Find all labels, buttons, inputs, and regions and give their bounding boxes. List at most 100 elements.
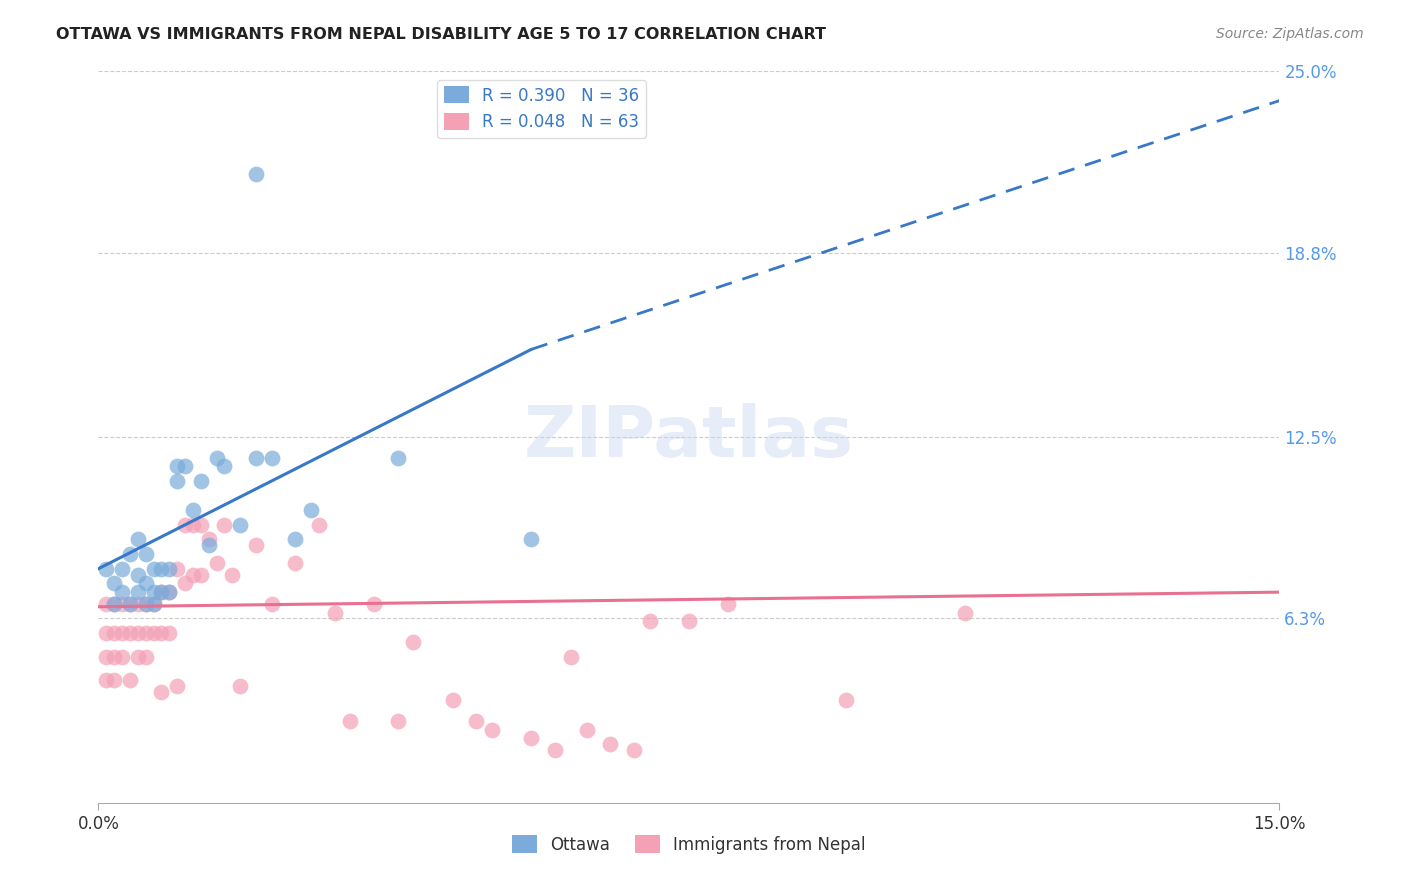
Point xyxy=(150,684,173,698)
Point xyxy=(135,576,157,591)
Point xyxy=(245,538,267,552)
Point xyxy=(135,597,157,611)
Point xyxy=(245,167,267,181)
Point xyxy=(135,649,157,664)
Point xyxy=(181,517,204,532)
Point xyxy=(520,533,543,547)
Point xyxy=(166,679,188,693)
Point xyxy=(363,597,385,611)
Point xyxy=(284,556,307,570)
Point xyxy=(299,503,322,517)
Point xyxy=(157,585,180,599)
Point xyxy=(103,576,125,591)
Point xyxy=(190,474,212,488)
Point xyxy=(150,585,173,599)
Point xyxy=(623,743,645,757)
Point xyxy=(103,626,125,640)
Point xyxy=(142,626,165,640)
Point xyxy=(118,597,141,611)
Point xyxy=(465,714,488,728)
Point xyxy=(229,517,252,532)
Point xyxy=(205,556,228,570)
Point xyxy=(174,517,197,532)
Point xyxy=(103,649,125,664)
Point xyxy=(150,626,173,640)
Point xyxy=(197,533,219,547)
Point xyxy=(118,673,141,687)
Point xyxy=(111,626,134,640)
Point xyxy=(197,538,219,552)
Point xyxy=(638,615,661,629)
Legend: Ottawa, Immigrants from Nepal: Ottawa, Immigrants from Nepal xyxy=(505,829,873,860)
Point xyxy=(174,459,197,474)
Point xyxy=(118,547,141,561)
Point xyxy=(190,517,212,532)
Point xyxy=(142,585,165,599)
Point xyxy=(96,562,118,576)
Point xyxy=(181,503,204,517)
Point xyxy=(221,567,243,582)
Point xyxy=(174,576,197,591)
Point xyxy=(214,459,236,474)
Point xyxy=(575,723,598,737)
Point xyxy=(142,597,165,611)
Text: Source: ZipAtlas.com: Source: ZipAtlas.com xyxy=(1216,27,1364,41)
Point xyxy=(599,737,621,751)
Point xyxy=(96,673,118,687)
Point xyxy=(323,606,346,620)
Point xyxy=(166,459,188,474)
Point xyxy=(118,597,141,611)
Text: ZIPatlas: ZIPatlas xyxy=(524,402,853,472)
Point xyxy=(835,693,858,707)
Point xyxy=(245,450,267,465)
Point xyxy=(560,649,582,664)
Point xyxy=(111,649,134,664)
Point xyxy=(260,450,283,465)
Point xyxy=(127,649,149,664)
Point xyxy=(135,547,157,561)
Point xyxy=(127,533,149,547)
Point xyxy=(284,533,307,547)
Point xyxy=(118,626,141,640)
Point xyxy=(142,597,165,611)
Point xyxy=(103,673,125,687)
Point xyxy=(96,626,118,640)
Point xyxy=(96,649,118,664)
Point xyxy=(717,597,740,611)
Point xyxy=(166,562,188,576)
Point xyxy=(481,723,503,737)
Point xyxy=(135,626,157,640)
Point xyxy=(520,731,543,746)
Point xyxy=(181,567,204,582)
Point xyxy=(127,626,149,640)
Text: OTTAWA VS IMMIGRANTS FROM NEPAL DISABILITY AGE 5 TO 17 CORRELATION CHART: OTTAWA VS IMMIGRANTS FROM NEPAL DISABILI… xyxy=(56,27,827,42)
Point xyxy=(127,597,149,611)
Point xyxy=(157,626,180,640)
Point xyxy=(135,597,157,611)
Point xyxy=(127,567,149,582)
Point xyxy=(111,585,134,599)
Point xyxy=(387,714,409,728)
Point xyxy=(190,567,212,582)
Point xyxy=(150,585,173,599)
Point xyxy=(402,635,425,649)
Point xyxy=(103,597,125,611)
Point xyxy=(441,693,464,707)
Point xyxy=(157,562,180,576)
Point xyxy=(678,615,700,629)
Point xyxy=(387,450,409,465)
Point xyxy=(150,562,173,576)
Point xyxy=(127,585,149,599)
Point xyxy=(142,562,165,576)
Point xyxy=(308,517,330,532)
Point xyxy=(229,679,252,693)
Point xyxy=(205,450,228,465)
Point xyxy=(544,743,567,757)
Point xyxy=(260,597,283,611)
Point xyxy=(96,597,118,611)
Point xyxy=(214,517,236,532)
Point xyxy=(166,474,188,488)
Point xyxy=(103,597,125,611)
Point xyxy=(339,714,361,728)
Point xyxy=(111,597,134,611)
